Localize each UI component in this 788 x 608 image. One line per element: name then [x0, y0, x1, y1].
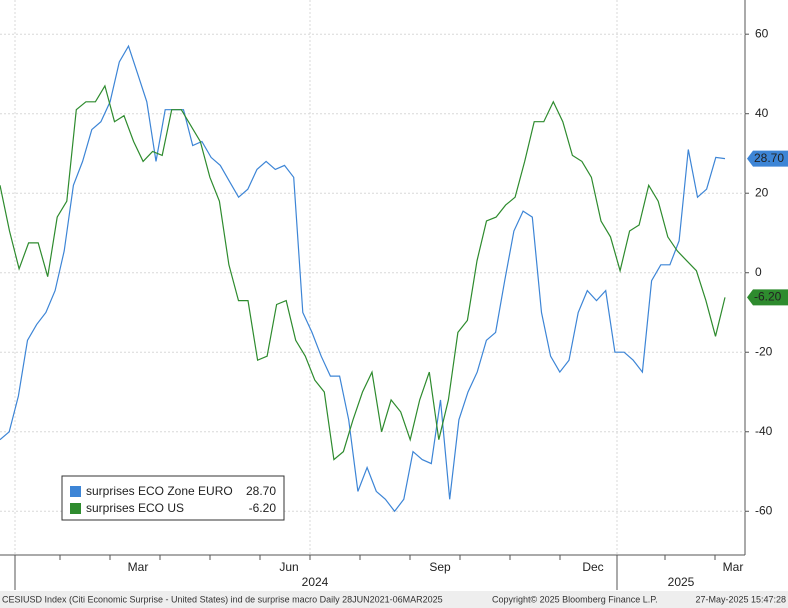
year-label: 2025 — [668, 575, 695, 589]
footer-band — [0, 591, 788, 608]
legend-value: 28.70 — [246, 484, 276, 498]
last-value-flag — [747, 289, 788, 306]
legend-value: -6.20 — [249, 501, 277, 515]
footer-timestamp: 27-May-2025 15:47:28 — [695, 594, 786, 604]
x-tick-label: Dec — [582, 560, 603, 574]
year-label: 2024 — [302, 575, 329, 589]
last-value-label: -6.20 — [754, 290, 782, 304]
y-tick-label: -40 — [755, 424, 773, 438]
legend-label: surprises ECO Zone EURO — [86, 484, 233, 498]
line-series — [0, 44, 726, 513]
last-value-label: 28.70 — [754, 151, 784, 165]
y-tick-label: 40 — [755, 106, 769, 120]
legend-box — [61, 475, 285, 521]
x-tick-label: Sep — [429, 560, 451, 574]
x-tick-label: Mar — [128, 560, 149, 574]
x-tick-label: Jun — [279, 560, 298, 574]
line-series — [0, 84, 726, 461]
x-tick-label: Mar — [723, 560, 744, 574]
y-tick-label: 0 — [755, 265, 762, 279]
legend-swatch — [70, 486, 81, 497]
footer-copyright: Copyright© 2025 Bloomberg Finance L.P. — [492, 594, 658, 604]
footer-source: CESIUSD Index (Citi Economic Surprise - … — [2, 594, 443, 604]
y-tick-label: -20 — [755, 344, 773, 358]
legend-label: surprises ECO US — [86, 501, 184, 515]
y-tick-label: 60 — [755, 26, 769, 40]
y-tick-label: -60 — [755, 503, 773, 517]
legend: surprises ECO Zone EURO 28.70 surprises EC… — [61, 475, 285, 521]
y-tick-label: 20 — [755, 185, 769, 199]
legend-swatch — [70, 503, 81, 514]
last-value-flag — [747, 150, 788, 167]
